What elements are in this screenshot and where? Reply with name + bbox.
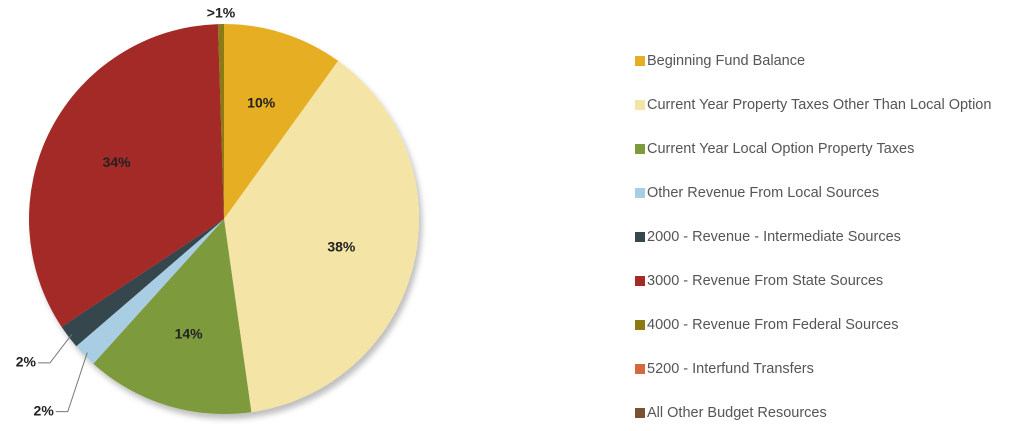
leader-line [55,352,88,413]
legend-label: Current Year Local Option Property Taxes [647,141,914,157]
legend-label: Other Revenue From Local Sources [647,185,879,201]
pie-slice [28,24,225,327]
legend-swatch [635,276,645,286]
pie-slice [224,60,420,413]
data-label: 2% [34,402,55,418]
legend-label: Beginning Fund Balance [647,53,805,69]
pie-slice [76,219,224,364]
pie-slice [217,24,224,219]
legend-label: All Other Budget Resources [647,405,827,421]
legend-label: 5200 - Interfund Transfers [647,361,814,377]
data-label: 38% [327,239,356,255]
data-label: 10% [247,95,276,111]
legend-label: Current Year Property Taxes Other Than L… [647,97,991,113]
legend-swatch [635,188,645,198]
pie-slice [93,219,252,414]
leader-line [37,334,73,364]
pie-slice [224,24,339,219]
legend-label: 4000 - Revenue From Federal Sources [647,317,898,333]
legend-swatch [635,320,645,330]
legend-swatch [635,364,645,374]
data-label: >1% [207,5,236,21]
legend-swatch [635,408,645,418]
legend-label: 2000 - Revenue - Intermediate Sources [647,229,901,245]
legend-swatch [635,100,645,110]
pie [28,24,420,414]
legend-swatch [635,144,645,154]
data-label: 2% [16,354,37,370]
legend-swatch [635,56,645,66]
legend-swatch [635,232,645,242]
data-label: 14% [175,325,204,341]
legend-label: 3000 - Revenue From State Sources [647,273,883,289]
data-label: 34% [103,154,132,170]
pie-slice [61,219,225,347]
